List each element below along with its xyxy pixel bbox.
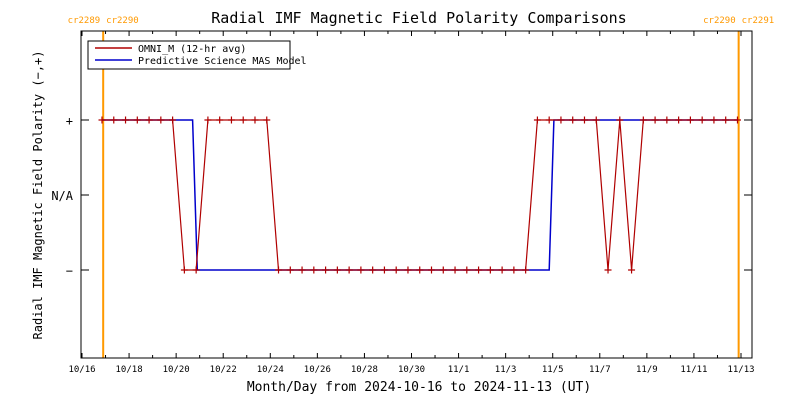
omni-data-point [451, 266, 459, 274]
omni-data-point [557, 116, 565, 124]
omni-data-point [686, 116, 694, 124]
omni-data-point [216, 116, 224, 124]
x-tick-label: 11/7 [589, 365, 611, 375]
omni-data-point [604, 266, 612, 274]
omni-data-point [122, 116, 130, 124]
x-tick-label: 11/11 [680, 365, 707, 375]
omni-data-point [639, 116, 647, 124]
omni-data-point [157, 116, 165, 124]
omni-data-point [322, 266, 330, 274]
y-axis-label: Radial IMF Magnetic Field Polarity (−,+) [31, 51, 45, 340]
x-tick-label: 10/20 [163, 365, 190, 375]
omni-data-point [733, 116, 741, 124]
carrington-marker-lines [102, 31, 740, 358]
legend-label-omni: OMNI_M (12-hr avg) [138, 44, 246, 55]
legend: OMNI_M (12-hr avg) Predictive Science MA… [87, 40, 307, 70]
omni-data-point [133, 116, 141, 124]
omni-data-point [310, 266, 318, 274]
x-tick-label: 11/1 [448, 365, 470, 375]
omni-data-point [663, 116, 671, 124]
omni-data-point [286, 266, 294, 274]
x-tick-label: 10/22 [210, 365, 237, 375]
carrington-label-left: cr2290 [703, 16, 736, 26]
x-axis-ticks: 10/16 10/18 10/20 10/22 10/24 10/26 10/28 10/30… [68, 31, 755, 375]
omni-data-point [263, 116, 271, 124]
omni-data-point [510, 266, 518, 274]
omni-data-point [428, 266, 436, 274]
legend-label-mas: Predictive Science MAS Model [138, 56, 307, 67]
omni-data-point [651, 116, 659, 124]
carrington-label-left: cr2289 [68, 16, 101, 26]
omni-data-point [439, 266, 447, 274]
omni-data-point [345, 266, 353, 274]
x-tick-label: 10/30 [398, 365, 425, 375]
omni-data-point [498, 266, 506, 274]
y-tick-label: N/A [51, 189, 73, 203]
omni-data-point [475, 266, 483, 274]
x-tick-label: 11/3 [495, 365, 517, 375]
x-tick-label: 10/24 [257, 365, 284, 375]
omni-data-point [486, 266, 494, 274]
legend-box [87, 40, 291, 70]
omni-data-point [722, 116, 730, 124]
omni-data-point [675, 116, 683, 124]
chart-title: Radial IMF Magnetic Field Polarity Compa… [211, 9, 626, 27]
omni-data-point [580, 116, 588, 124]
omni-data-point [698, 116, 706, 124]
x-tick-label: 11/5 [542, 365, 564, 375]
carrington-labels: cr2289 cr2290 cr2290 cr2291 [68, 16, 774, 26]
omni-data-point [569, 116, 577, 124]
x-tick-label: 11/13 [727, 365, 754, 375]
y-tick-label: − [66, 264, 73, 278]
x-tick-label: 10/16 [68, 365, 95, 375]
omni-data-point [192, 266, 200, 274]
omni-data-point [145, 116, 153, 124]
series-lines [98, 116, 741, 274]
carrington-label-right: cr2290 [106, 16, 139, 26]
y-tick-label: + [66, 114, 73, 128]
omni-data-point [239, 116, 247, 124]
omni-data-point [98, 116, 106, 124]
omni-data-point [592, 116, 600, 124]
plot-frame [80, 30, 753, 359]
omni-data-point [416, 266, 424, 274]
omni-data-point [204, 116, 212, 124]
omni-data-point [357, 266, 365, 274]
x-tick-label: 10/18 [116, 365, 143, 375]
omni-data-point [545, 116, 553, 124]
omni-data-point [298, 266, 306, 274]
omni-data-point [392, 266, 400, 274]
omni-data-point [369, 266, 377, 274]
omni-data-point [251, 116, 259, 124]
omni-data-point [110, 116, 118, 124]
omni-data-point [180, 266, 188, 274]
omni-data-point [522, 266, 530, 274]
omni-data-point [533, 116, 541, 124]
x-tick-label: 10/28 [351, 365, 378, 375]
x-tick-label: 11/9 [636, 365, 658, 375]
omni-data-point [380, 266, 388, 274]
y-axis-ticks: + N/A − [51, 114, 752, 278]
x-axis-label: Month/Day from 2024-10-16 to 2024-11-13 … [247, 380, 591, 395]
carrington-label-right: cr2291 [742, 16, 775, 26]
omni-data-point [628, 266, 636, 274]
x-tick-label: 10/26 [304, 365, 331, 375]
omni-data-point [463, 266, 471, 274]
omni-data-point [616, 116, 624, 124]
omni-data-point [333, 266, 341, 274]
series-line-omni [102, 119, 738, 271]
omni-data-point [227, 116, 235, 124]
omni-data-point [404, 266, 412, 274]
omni-data-point [710, 116, 718, 124]
omni-data-point [275, 266, 283, 274]
omni-data-point [169, 116, 177, 124]
